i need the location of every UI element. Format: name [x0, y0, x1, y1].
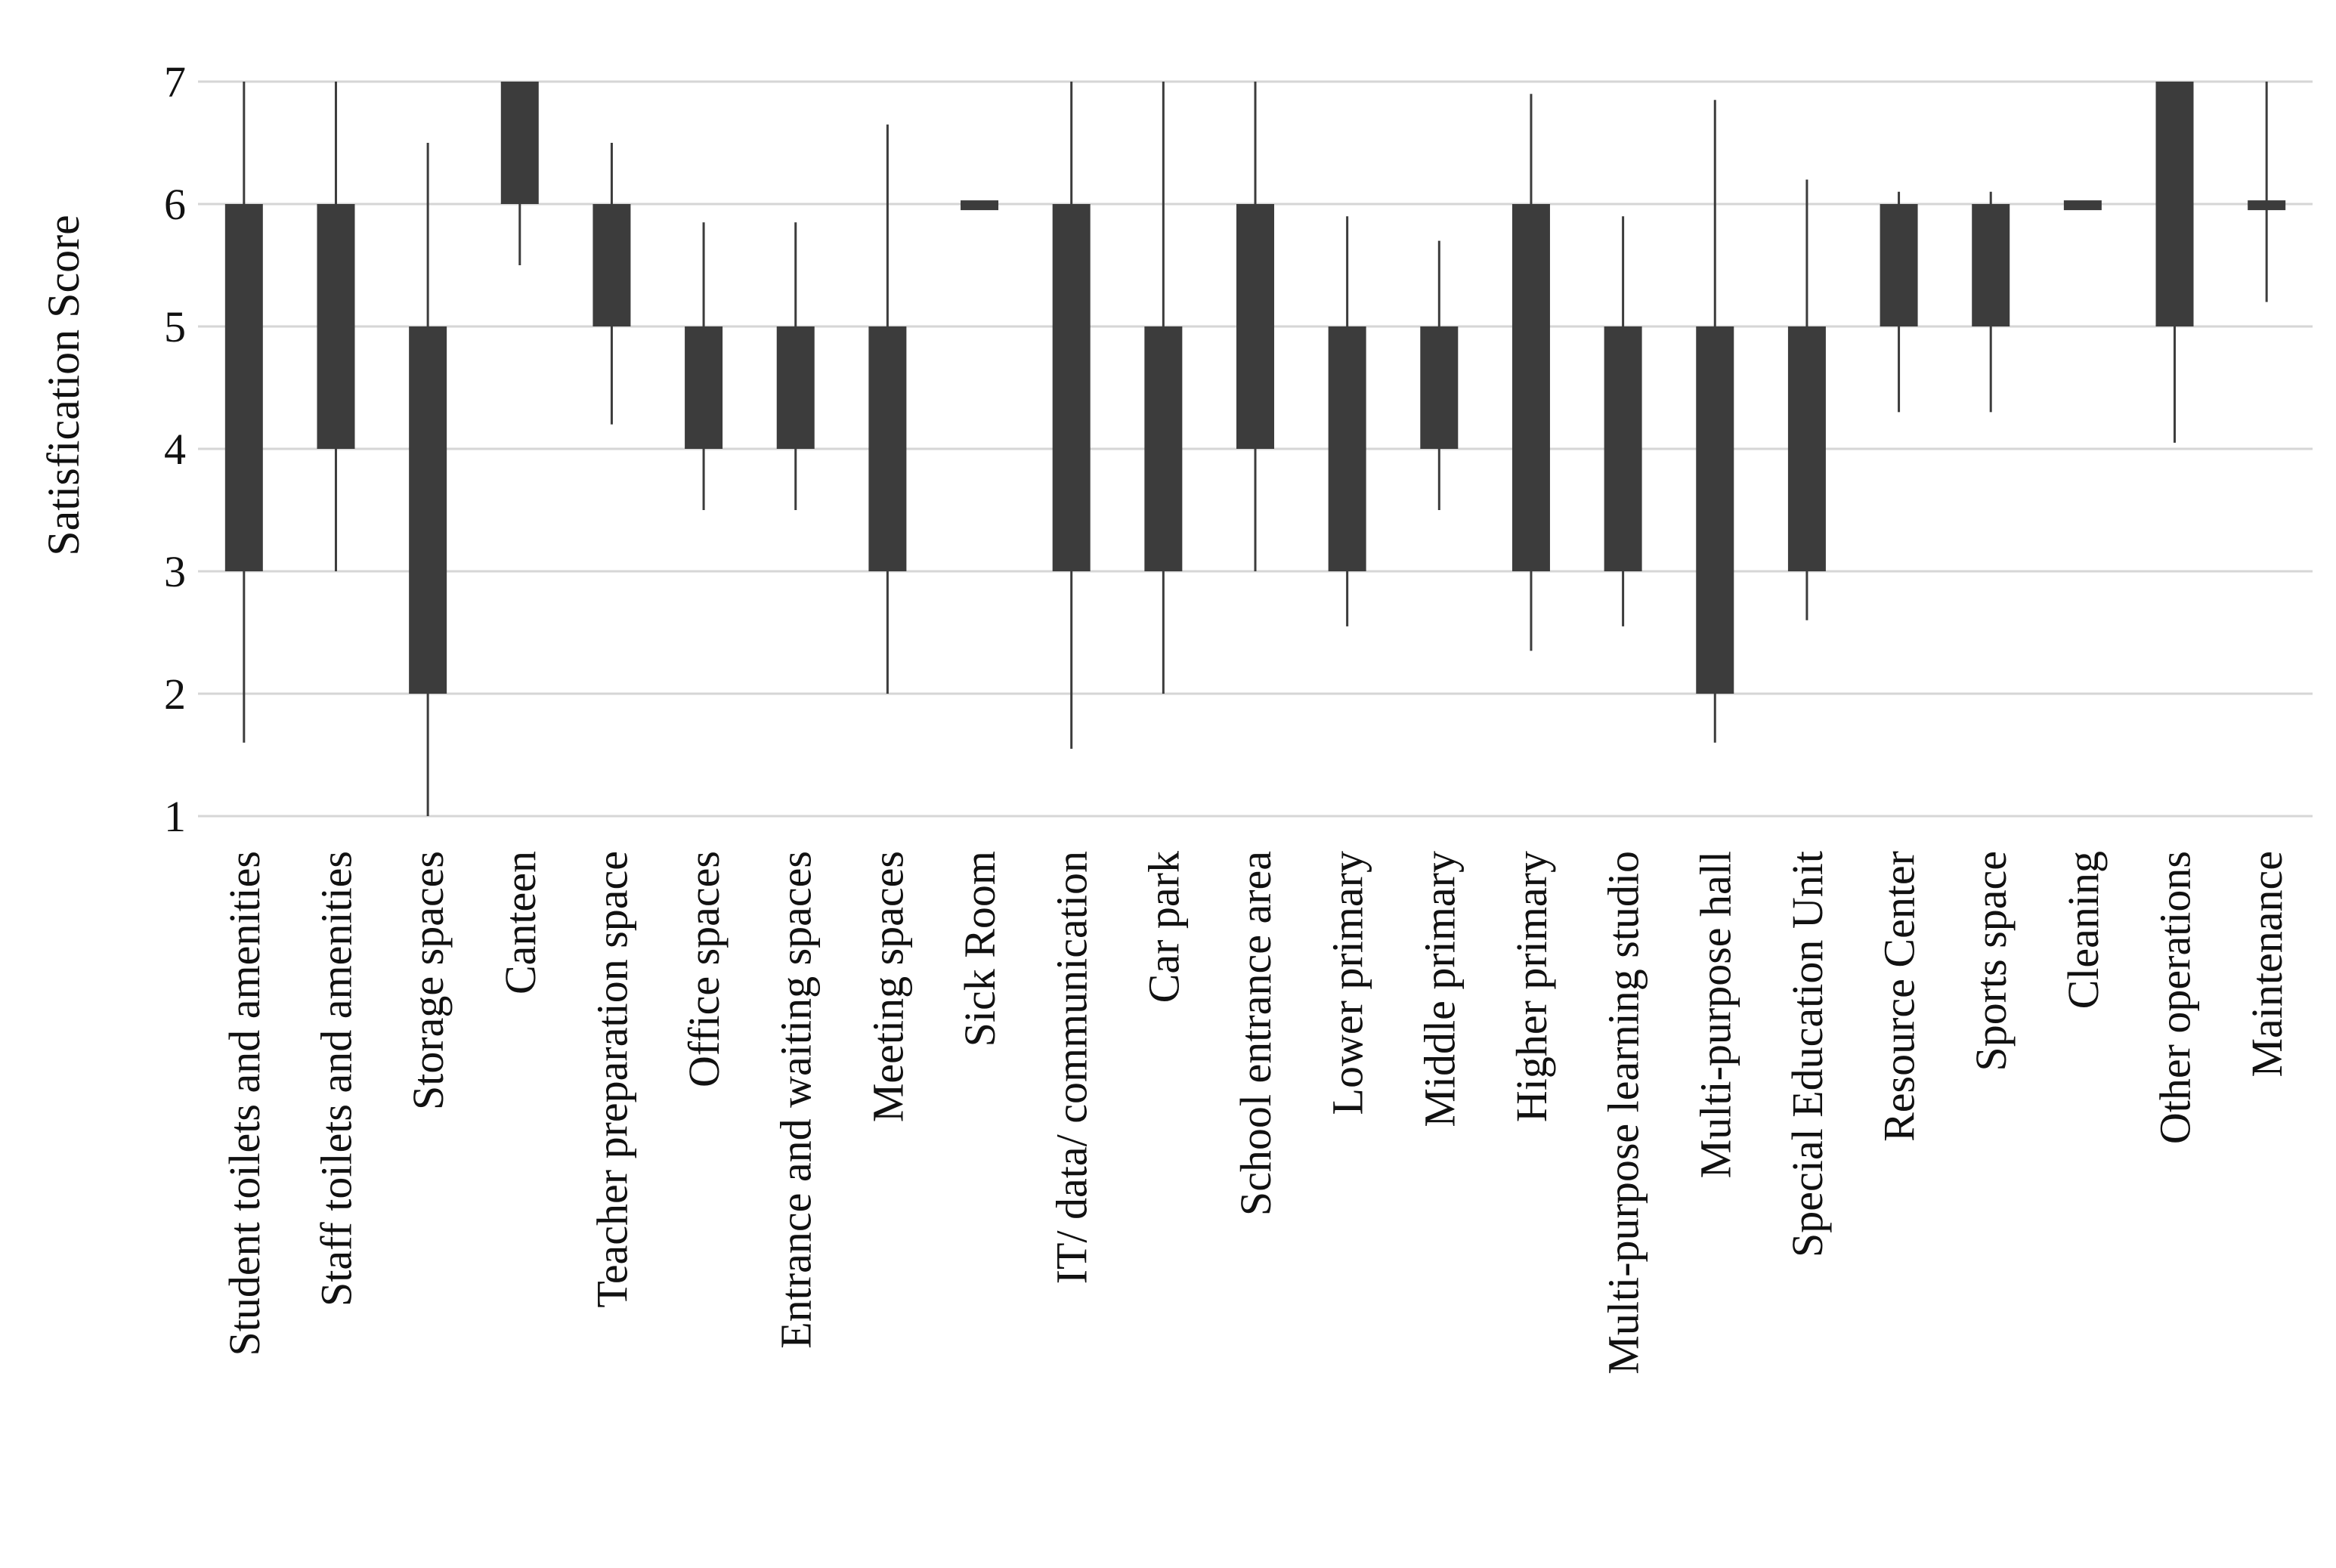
box-14 — [1420, 240, 1459, 510]
box-iqr — [868, 326, 907, 571]
x-category-label-5: Teacher preparation space — [587, 851, 636, 1308]
x-category-label-23: Maintenance — [2242, 851, 2291, 1078]
box-2 — [317, 82, 355, 571]
y-tick-label-1: 1 — [164, 792, 186, 841]
x-category-label-16: Multi-purpose learning studio — [1599, 851, 1648, 1375]
box-iqr — [961, 200, 999, 211]
box-iqr — [1511, 204, 1550, 571]
x-category-label-9: Sick Room — [955, 851, 1004, 1047]
box-iqr — [1787, 326, 1826, 571]
x-category-label-11: Car park — [1139, 851, 1188, 1003]
y-axis-title: Satisfication Score — [39, 215, 88, 556]
y-tick-label-3: 3 — [164, 547, 186, 596]
box-12 — [1236, 82, 1274, 571]
box-16 — [1604, 216, 1642, 626]
box-6 — [685, 222, 723, 510]
box-22 — [2155, 82, 2194, 443]
x-category-label-17: Multi-purpose hall — [1691, 851, 1740, 1178]
box-3 — [409, 143, 447, 816]
box-iqr — [224, 204, 263, 571]
box-iqr — [1696, 326, 1734, 694]
x-category-label-20: Sports space — [1966, 851, 2016, 1072]
x-category-label-8: Meeting spaces — [863, 851, 912, 1122]
x-category-label-21: Cleaning — [2059, 851, 2108, 1009]
box-iqr — [1328, 326, 1366, 571]
box-15 — [1511, 94, 1550, 651]
box-8 — [868, 124, 907, 694]
box-19 — [1880, 191, 1918, 413]
box-21 — [2063, 200, 2102, 211]
box-20 — [1972, 191, 2010, 413]
x-category-label-18: Special Education Unit — [1783, 851, 1832, 1257]
box-4 — [500, 82, 539, 265]
x-axis-category-labels: Student toilets and amenities Staff toile… — [220, 851, 2291, 1375]
x-category-label-6: Office spaces — [679, 851, 729, 1087]
x-category-label-19: Resource Center — [1875, 851, 1924, 1142]
box-18 — [1787, 179, 1826, 620]
x-category-label-7: Entrance and waiting spaces — [772, 851, 821, 1349]
box-iqr — [2155, 82, 2194, 326]
box-1 — [224, 82, 263, 743]
y-tick-label-4: 4 — [164, 425, 186, 474]
x-category-label-10: IT/ data/ communication — [1047, 851, 1097, 1284]
box-iqr — [500, 82, 539, 204]
box-iqr — [1236, 204, 1274, 449]
box-iqr — [1144, 326, 1183, 571]
box-17 — [1696, 100, 1734, 743]
box-iqr — [1972, 204, 2010, 326]
box-5 — [593, 143, 631, 425]
x-category-label-1: Student toilets and amenities — [220, 851, 269, 1356]
x-category-label-2: Staff toilets and amenities — [311, 851, 360, 1307]
box-23 — [2248, 82, 2286, 302]
box-iqr — [685, 326, 723, 449]
box-iqr — [593, 204, 631, 326]
box-iqr — [2248, 200, 2286, 211]
y-tick-label-7: 7 — [164, 57, 186, 107]
box-iqr — [317, 204, 355, 449]
y-tick-label-6: 6 — [164, 180, 186, 229]
box-iqr — [1052, 204, 1091, 571]
box-13 — [1328, 216, 1366, 626]
box-iqr — [2063, 200, 2102, 211]
box-series — [224, 82, 2286, 816]
box-9 — [961, 200, 999, 211]
x-category-label-22: Other operations — [2151, 851, 2200, 1144]
box-iqr — [1604, 326, 1642, 571]
box-iqr — [409, 326, 447, 694]
y-tick-label-2: 2 — [164, 670, 186, 719]
box-10 — [1052, 82, 1091, 749]
box-iqr — [776, 326, 815, 449]
x-category-label-12: School entrance area — [1231, 851, 1280, 1216]
box-7 — [776, 222, 815, 510]
y-tick-label-5: 5 — [164, 302, 186, 351]
box-11 — [1144, 82, 1183, 694]
x-category-label-14: Middle primary — [1415, 851, 1464, 1127]
x-category-label-13: Lower primary — [1323, 851, 1372, 1115]
box-iqr — [1880, 204, 1918, 326]
x-category-label-15: Higher primary — [1507, 851, 1556, 1122]
box-iqr — [1420, 326, 1459, 449]
y-axis-ticks: 1 2 3 4 5 6 7 — [164, 57, 186, 841]
x-category-label-4: Canteen — [496, 851, 545, 994]
x-category-label-3: Storage spaces — [404, 851, 453, 1110]
